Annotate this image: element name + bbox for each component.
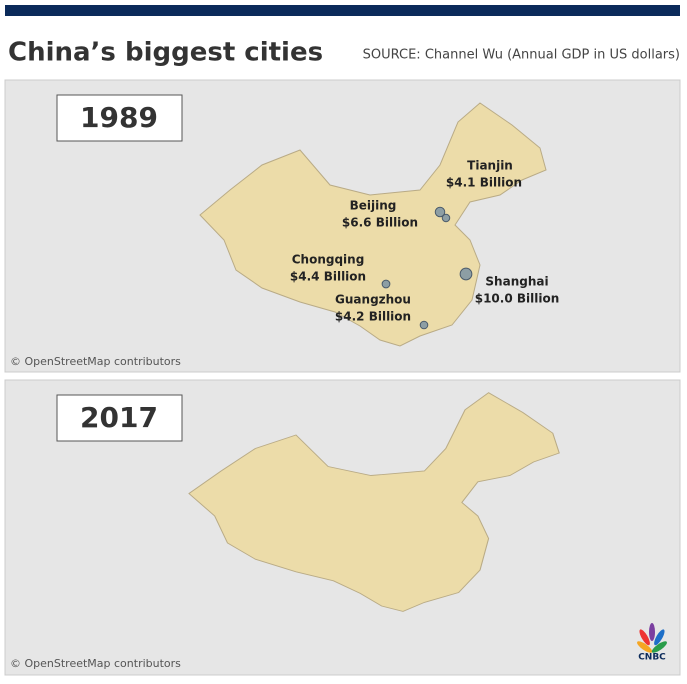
year: 2017 bbox=[80, 401, 158, 434]
attribution: © OpenStreetMap contributors bbox=[10, 657, 181, 670]
city-bubble bbox=[459, 267, 473, 281]
city-name: Beijing bbox=[350, 199, 397, 213]
year-box bbox=[56, 94, 183, 142]
city-bubble bbox=[381, 279, 391, 289]
city-gdp-label: $4.1 Billion bbox=[446, 176, 522, 190]
attribution: © OpenStreetMap contributors bbox=[10, 355, 181, 368]
city-name: Guangzhou bbox=[335, 293, 411, 307]
source: SOURCE: Channel Wu (Annual GDP in US dol… bbox=[363, 48, 680, 63]
city-gdp-label: $4.2 Billion bbox=[335, 310, 411, 324]
year: 1989 bbox=[80, 101, 158, 134]
logo-text: CNBC bbox=[638, 653, 666, 663]
city-bubble bbox=[441, 213, 451, 223]
city-gdp-label: $10.0 Billion bbox=[475, 292, 560, 306]
logo: CNBC bbox=[637, 623, 667, 663]
city-gdp-label: $6.6 Billion bbox=[342, 216, 418, 230]
top-bar bbox=[5, 5, 680, 16]
city-name: Shanghai bbox=[485, 275, 548, 289]
title: China’s biggest cities bbox=[8, 38, 323, 68]
city-name: Tianjin bbox=[467, 159, 513, 173]
year-box bbox=[56, 394, 183, 442]
city-name: Chongqing bbox=[292, 253, 365, 267]
city-bubble bbox=[419, 320, 429, 330]
map-2017: 2017 © OpenStreetMap contributors bbox=[4, 379, 681, 676]
city-gdp-label: $4.4 Billion bbox=[290, 270, 366, 284]
city-bubble bbox=[434, 206, 446, 218]
